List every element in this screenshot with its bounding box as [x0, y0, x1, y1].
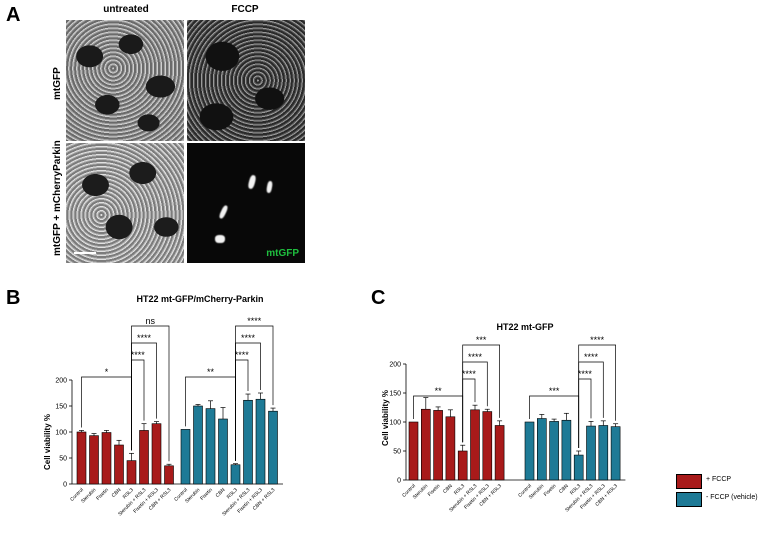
significance-bracket: [235, 325, 274, 461]
row-title-mtgfp: mtGFP: [52, 67, 63, 100]
significance-label: **: [435, 386, 443, 396]
significance-label: *: [105, 367, 109, 377]
panel-label-c: C: [371, 287, 386, 309]
x-tick-label: Fisetin: [543, 483, 558, 498]
bar: [205, 408, 216, 485]
bar: [89, 435, 99, 485]
y-tick-label: 200: [389, 362, 401, 369]
bar: [573, 454, 584, 481]
bar: [180, 429, 191, 485]
y-tick-label: 150: [55, 404, 67, 411]
bar: [151, 423, 162, 485]
y-tick-label: 0: [397, 478, 401, 485]
bar: [610, 426, 621, 481]
bar: [561, 419, 572, 481]
significance-label: ***: [549, 386, 560, 396]
panel-label-a: A: [6, 4, 21, 26]
column-title-fccp: FCCP: [231, 4, 259, 15]
bar: [433, 410, 443, 481]
y-axis-label-c: Cell viability %: [381, 390, 390, 446]
row-title-mtgfp-parkin: mtGFP + mCherryParkin: [52, 140, 63, 256]
bar: [457, 450, 468, 481]
legend-swatch-vehicle: [676, 492, 702, 507]
chart-c: Cell viability % 050100150200ControlSter…: [381, 335, 626, 513]
y-axis-label-b: Cell viability %: [43, 414, 52, 470]
micrograph-mtgfp-untreated: [66, 20, 184, 141]
significance-label: ****: [462, 369, 477, 379]
bar: [524, 421, 535, 481]
bar: [255, 398, 266, 485]
y-tick-label: 50: [59, 456, 67, 463]
panel-label-b: B: [6, 287, 21, 309]
bar: [126, 460, 137, 485]
chart-b: Cell viability % 050100150200ControlSter…: [43, 316, 283, 517]
x-tick-label: Fisetin: [427, 483, 442, 498]
y-tick-label: 200: [55, 378, 67, 385]
bar: [193, 405, 203, 485]
significance-label: ****: [468, 352, 483, 362]
x-tick-label: CBN: [558, 483, 570, 495]
significance-label: ****: [131, 350, 146, 360]
micrograph-parkin-fccp: mtGFP: [187, 143, 305, 263]
significance-bracket: [462, 344, 500, 443]
bar: [164, 465, 174, 485]
bar: [230, 464, 241, 485]
bar: [218, 418, 228, 485]
y-tick-label: 100: [55, 430, 67, 437]
bar: [598, 425, 609, 481]
bar: [445, 416, 456, 481]
x-tick-label: CBN: [442, 483, 454, 495]
mitochondria-cluster: [247, 174, 257, 190]
bar: [549, 421, 559, 481]
micrograph-mtgfp-fccp: [187, 20, 305, 141]
significance-label: ****: [590, 335, 605, 345]
mitochondria-cluster: [218, 204, 229, 220]
mitochondria-cluster: [265, 180, 274, 194]
mitochondria-cluster: [215, 235, 225, 243]
y-tick-label: 50: [393, 449, 401, 456]
bar: [470, 409, 480, 481]
x-tick-label: Fisetin: [95, 487, 110, 502]
bar: [268, 410, 278, 485]
bar: [101, 432, 112, 485]
x-tick-label: Fisetin: [199, 487, 214, 502]
significance-label: ****: [241, 333, 256, 343]
bar: [76, 431, 87, 485]
bar: [482, 411, 493, 481]
column-title-untreated: untreated: [103, 4, 149, 15]
significance-label: **: [207, 367, 215, 377]
bar: [114, 444, 124, 485]
y-tick-label: 100: [389, 420, 401, 427]
x-tick-label: CBN: [111, 487, 123, 499]
significance-label: ****: [578, 369, 593, 379]
significance-label: ****: [235, 350, 250, 360]
legend-label-fccp: + FCCP: [706, 476, 732, 483]
bar: [243, 399, 253, 485]
y-tick-label: 0: [63, 482, 67, 489]
significance-label: ****: [247, 316, 262, 326]
chart-title-c: HT22 mt-GFP: [496, 322, 554, 332]
micrograph-parkin-untreated: [66, 143, 184, 263]
chart-title-b: HT22 mt-GFP/mCherry-Parkin: [136, 294, 264, 304]
significance-label: ****: [137, 333, 152, 343]
significance-bracket: [578, 344, 616, 448]
bar: [420, 408, 431, 481]
x-tick-label: CBN: [215, 487, 227, 499]
legend-swatch-fccp: [676, 474, 702, 489]
significance-label: ***: [476, 335, 487, 345]
significance-bracket: [131, 325, 170, 462]
scale-bar: [74, 252, 96, 254]
legend-label-vehicle: - FCCP (vehicle): [706, 494, 758, 501]
bar: [586, 425, 596, 481]
bar: [139, 430, 149, 485]
significance-label: ns: [145, 316, 155, 326]
bar: [408, 421, 419, 481]
significance-label: ****: [584, 352, 599, 362]
y-tick-label: 150: [389, 391, 401, 398]
bar: [494, 425, 505, 481]
channel-label: mtGFP: [266, 248, 299, 259]
bar: [537, 418, 547, 481]
